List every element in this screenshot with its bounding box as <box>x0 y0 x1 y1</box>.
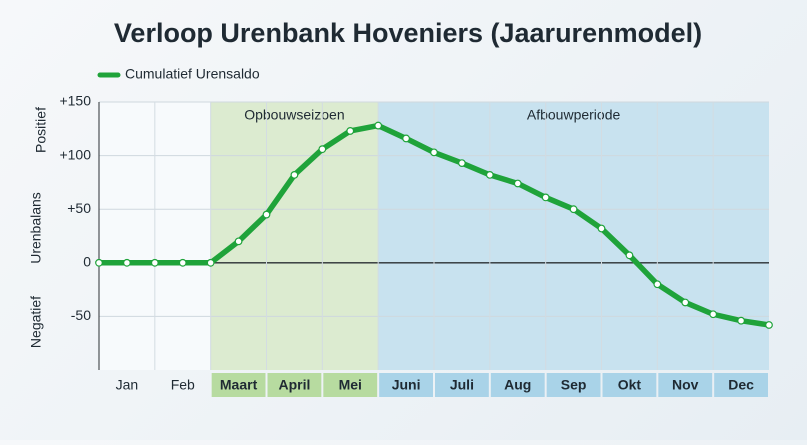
x-tick-label: Juni <box>392 377 421 393</box>
y-label-top: Positief <box>33 107 49 153</box>
y-tick-label: 0 <box>83 254 91 270</box>
x-tick-box <box>323 373 378 397</box>
x-tick-label: Okt <box>618 377 642 393</box>
data-point <box>653 280 662 289</box>
data-point <box>541 193 550 202</box>
data-point <box>765 321 773 329</box>
chart-title: Verloop Urenbank Hoveniers (Jaarurenmode… <box>114 18 702 48</box>
data-point <box>178 258 187 267</box>
band-label: Opbouwseizoen <box>244 107 344 123</box>
data-point <box>485 170 494 179</box>
y-tick-label: +50 <box>67 200 91 216</box>
y-tick-label: +150 <box>59 93 91 109</box>
data-point <box>206 258 215 267</box>
x-tick-box <box>602 373 657 397</box>
x-tick-box <box>714 373 768 397</box>
data-point <box>681 298 690 307</box>
data-point <box>123 258 131 267</box>
x-tick-box <box>267 373 322 397</box>
data-point <box>513 179 522 188</box>
data-point <box>625 251 634 260</box>
x-tick-label: Sep <box>561 377 587 393</box>
x-tick-box <box>211 373 266 397</box>
data-point <box>430 148 438 157</box>
x-tick-box <box>546 373 601 397</box>
x-tick-label: Nov <box>672 377 699 393</box>
band-label: Afbouwperiode <box>527 107 621 123</box>
x-tick-label: Mei <box>339 377 362 393</box>
data-point <box>597 224 606 233</box>
y-label-bottom: Negatief <box>28 296 44 348</box>
x-tick-box <box>379 373 433 397</box>
x-tick-label: Feb <box>171 377 195 393</box>
y-tick-label: +100 <box>59 146 91 162</box>
data-point <box>290 170 299 179</box>
legend-label: Cumulatief Urensaldo <box>125 66 260 82</box>
data-point <box>458 159 466 168</box>
y-label-middle: Urenbalans <box>28 192 44 264</box>
data-point <box>262 210 271 219</box>
data-point <box>569 205 578 214</box>
x-tick-box <box>658 373 713 397</box>
data-point <box>150 258 159 267</box>
y-tick-label: -50 <box>71 307 91 323</box>
x-tick-label: Juli <box>450 377 474 393</box>
x-tick-box <box>490 373 545 397</box>
data-point <box>234 237 243 246</box>
x-tick-box <box>435 373 489 397</box>
data-point <box>95 258 103 267</box>
x-tick-label: Jan <box>116 377 139 393</box>
x-tick-label: Maart <box>220 377 258 393</box>
data-point <box>709 310 718 319</box>
data-point <box>318 145 327 154</box>
data-point <box>402 134 410 143</box>
x-tick-label: April <box>278 377 310 393</box>
band <box>378 102 769 370</box>
data-point <box>346 127 355 135</box>
data-point <box>374 121 383 130</box>
x-tick-label: Dec <box>728 377 754 393</box>
x-tick-label: Aug <box>504 377 531 393</box>
band <box>210 102 379 370</box>
data-point <box>737 316 745 325</box>
